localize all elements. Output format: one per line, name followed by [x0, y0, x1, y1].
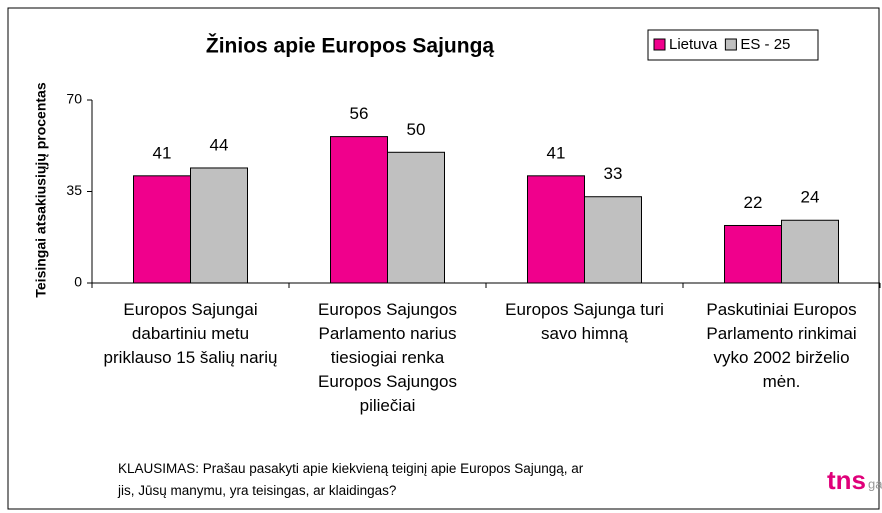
chart-title: Žinios apie Europos Sajungą: [206, 34, 495, 58]
data-label: 24: [801, 188, 820, 207]
bar: [527, 175, 585, 284]
data-label: 22: [744, 193, 763, 212]
bar: [724, 224, 782, 284]
y-tick-label: 0: [74, 274, 82, 290]
y-tick-label: 35: [66, 182, 82, 198]
data-label: 41: [547, 143, 566, 162]
question-note: KLAUSIMAS: Prašau pasakyti apie kiekvien…: [118, 461, 584, 498]
data-label: 44: [210, 135, 229, 154]
x-tick-label: Europos Sajunga turi savo himną: [505, 300, 664, 343]
bar: [133, 175, 191, 284]
legend-box: [647, 29, 819, 61]
x-tick-label: Paskutiniai Europos Parlamento rinkimai …: [706, 300, 857, 391]
logo-main: tns: [827, 465, 866, 495]
legend-swatch: [724, 38, 737, 51]
bar: [330, 136, 388, 284]
data-label: 41: [153, 143, 172, 162]
x-tick-label: Europos Sajungai dabartiniu metu priklau…: [103, 300, 278, 367]
frame-border: [7, 7, 880, 510]
logo-sub: gallup: [868, 476, 882, 491]
x-tick-label: Europos Sajungos Parlamento narius tiesi…: [318, 300, 457, 415]
data-label: 56: [350, 104, 369, 123]
y-tick-label: 70: [66, 91, 82, 107]
legend-label: Lietuva: [669, 36, 718, 53]
legend-label: ES - 25: [740, 36, 790, 53]
data-label: 33: [604, 164, 623, 183]
y-axis-label: Teisingai atsakiusiųjų procentas: [33, 82, 49, 297]
legend-swatch: [653, 38, 666, 51]
data-label: 50: [407, 120, 426, 139]
bar: [387, 151, 445, 284]
bar: [584, 196, 642, 284]
bar: [781, 219, 839, 284]
bar: [190, 167, 248, 284]
